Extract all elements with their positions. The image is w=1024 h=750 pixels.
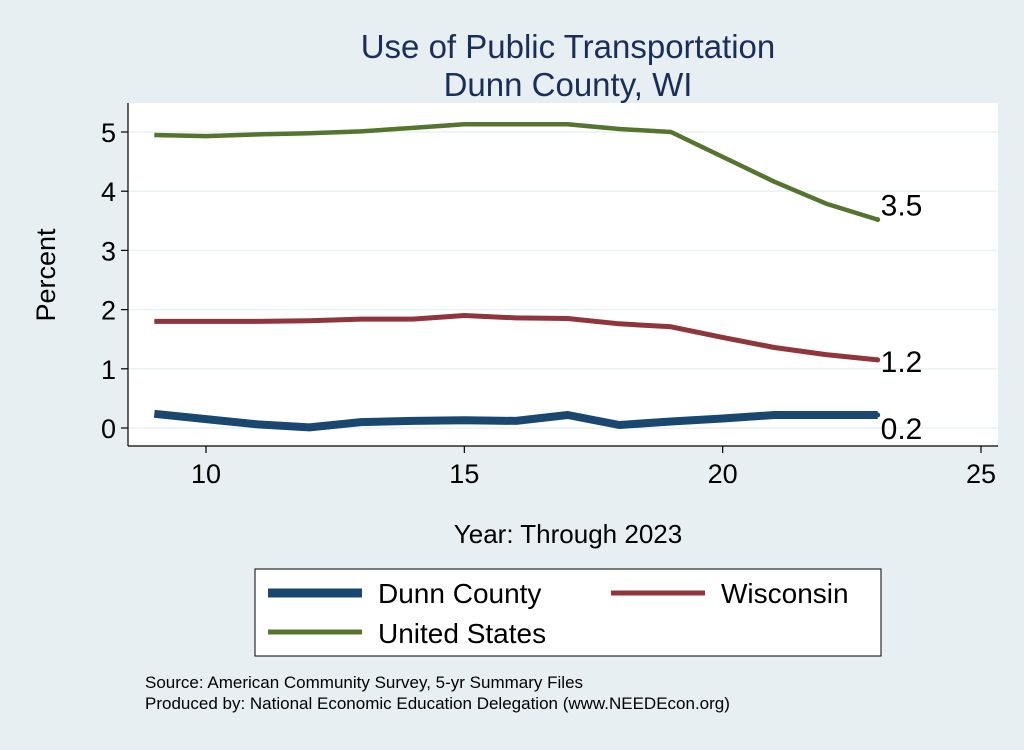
x-axis-title: Year: Through 2023 (454, 519, 682, 549)
x-tick-label-20: 20 (708, 459, 738, 489)
series-line-united-states (154, 122, 879, 222)
legend: Dunn County Wisconsin United States (254, 568, 882, 657)
x-tick-label-10: 10 (191, 459, 221, 489)
y-tick-label-1: 1 (101, 355, 116, 385)
chart-title: Use of Public Transportation (361, 28, 776, 65)
end-label-dunn-county: 0.2 (881, 413, 923, 446)
x-tick-label-25: 25 (966, 459, 996, 489)
legend-label-united-states: United States (378, 618, 546, 649)
end-point-dunn-county (875, 412, 881, 418)
end-point-united-states (875, 217, 881, 223)
x-tick-label-15: 15 (449, 459, 479, 489)
legend-box (254, 568, 882, 657)
end-labels: 0.2 1.2 3.5 (881, 190, 923, 446)
y-tick-label-4: 4 (101, 177, 116, 207)
end-point-wisconsin (875, 357, 881, 363)
series-lines (153, 122, 881, 432)
producer-note: Produced by: National Economic Education… (145, 694, 730, 713)
series-line-wisconsin (154, 313, 878, 363)
y-axis-title: Percent (31, 228, 61, 322)
series-line-dunn-county (153, 409, 878, 432)
chart-subtitle: Dunn County, WI (444, 66, 693, 103)
axis-ticks: 0 1 2 3 4 5 10 15 20 25 (101, 118, 996, 489)
legend-label-wisconsin: Wisconsin (721, 578, 849, 609)
legend-label-dunn-county: Dunn County (378, 578, 541, 609)
y-tick-label-3: 3 (101, 236, 116, 266)
y-tick-label-2: 2 (101, 296, 116, 326)
y-tick-label-5: 5 (101, 118, 116, 148)
source-note: Source: American Community Survey, 5-yr … (145, 673, 583, 692)
end-label-wisconsin: 1.2 (881, 346, 923, 379)
end-label-united-states: 3.5 (881, 190, 923, 223)
plot-area (128, 103, 998, 446)
y-tick-label-0: 0 (101, 414, 116, 444)
